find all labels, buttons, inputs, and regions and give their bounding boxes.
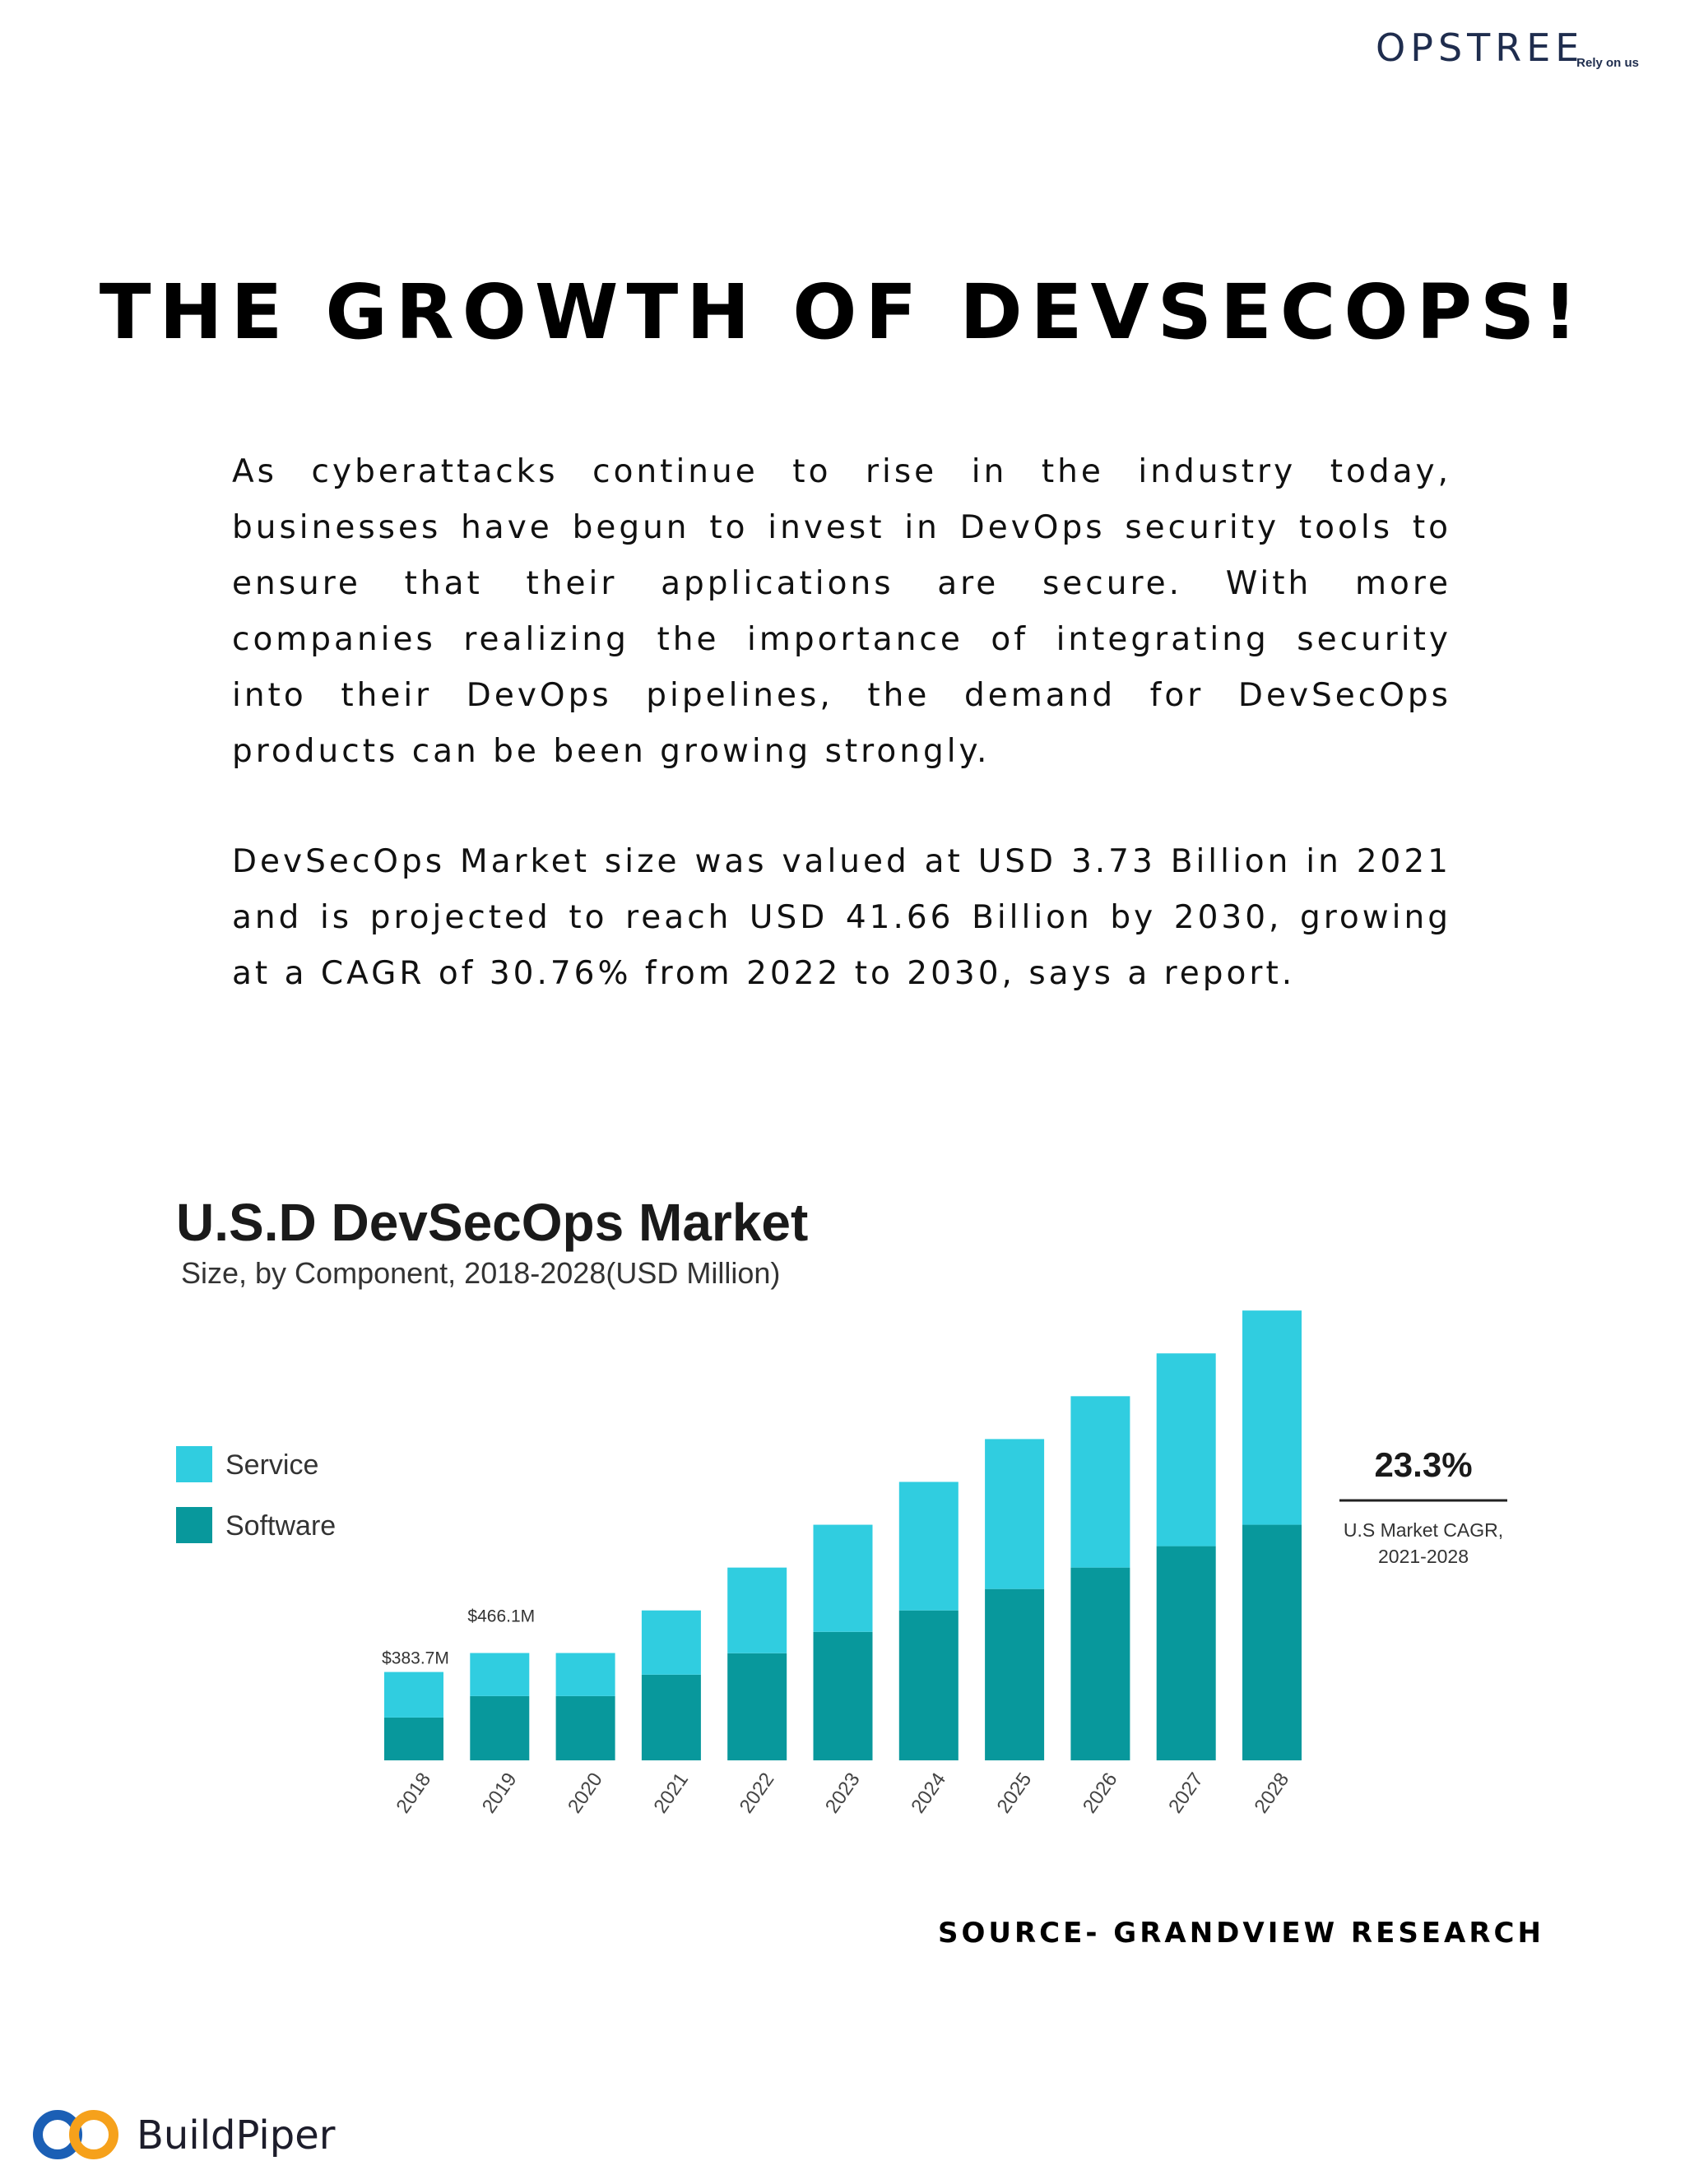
x-tick-label: 2023	[821, 1769, 865, 1817]
intro-paragraph: As cyberattacks continue to rise in the …	[232, 453, 1451, 770]
opstree-logo: OPSTREE Rely on us	[1376, 23, 1639, 81]
bar-service-2024	[898, 1482, 959, 1611]
legend-swatch-software	[176, 1507, 212, 1543]
chart-subtitle: Size, by Component, 2018-2028(USD Millio…	[181, 1256, 780, 1290]
bar-service-2020	[555, 1653, 615, 1696]
x-tick-label: 2027	[1164, 1769, 1208, 1817]
buildpiper-infinity-icon	[33, 2110, 118, 2159]
bar-service-2019	[470, 1653, 530, 1696]
cagr-caption-line2: 2021-2028	[1378, 1546, 1469, 1567]
bar-software-2023	[813, 1631, 873, 1760]
legend-label-service: Service	[225, 1449, 318, 1481]
market-size-paragraph: DevSecOps Market size was valued at USD …	[232, 843, 1451, 992]
bar-software-2024	[898, 1610, 959, 1760]
bar-service-2027	[1156, 1353, 1216, 1546]
bar-service-2025	[985, 1439, 1045, 1589]
bar-service-2021	[641, 1610, 701, 1675]
bar-service-2026	[1070, 1396, 1130, 1568]
cagr-caption-line1: U.S Market CAGR,	[1344, 1519, 1503, 1541]
cagr-value: 23.3%	[1374, 1445, 1472, 1484]
x-tick-label: 2018	[392, 1769, 435, 1817]
chart-legend: Service Software	[176, 1446, 336, 1543]
page-title: THE GROWTH OF DEVSECOPS!	[99, 268, 1586, 356]
bar-software-2019	[470, 1695, 530, 1760]
x-tick-label: 2019	[478, 1769, 522, 1817]
legend-swatch-service	[176, 1446, 212, 1482]
bar-service-2028	[1242, 1310, 1302, 1525]
x-tick-label: 2024	[907, 1769, 950, 1817]
opstree-logo-tagline: Rely on us	[1576, 56, 1639, 70]
bar-service-2023	[813, 1524, 873, 1632]
chart-title: U.S.D DevSecOps Market	[176, 1193, 808, 1252]
chart-x-labels: 2018 2019 2020 2021 2022 2023 2024 2025 2026 2027…	[392, 1769, 1293, 1817]
bar-software-2020	[555, 1695, 615, 1760]
x-tick-label: 2025	[993, 1769, 1037, 1817]
cagr-annotation: 23.3% U.S Market CAGR, 2021-2028	[1339, 1445, 1507, 1567]
chart-bars	[384, 1310, 1302, 1760]
x-tick-label: 2028	[1250, 1769, 1293, 1817]
bar-service-2018	[384, 1672, 443, 1718]
market-chart: U.S.D DevSecOps Market Size, by Componen…	[176, 1193, 1507, 1817]
bar-software-2026	[1070, 1567, 1130, 1760]
source-credit: SOURCE- GRANDVIEW RESEARCH	[938, 1917, 1544, 1950]
x-tick-label: 2020	[564, 1769, 607, 1817]
x-tick-label: 2026	[1079, 1769, 1122, 1817]
chart-data-labels: $383.7M $466.1M	[382, 1607, 535, 1667]
buildpiper-logo: BuildPiper	[28, 2106, 374, 2163]
bar-software-2021	[641, 1674, 701, 1760]
buildpiper-logo-text: BuildPiper	[137, 2112, 336, 2158]
bar-software-2027	[1156, 1546, 1216, 1760]
bar-software-2025	[985, 1588, 1045, 1760]
legend-label-software: Software	[225, 1510, 336, 1542]
bar-software-2022	[727, 1653, 787, 1760]
x-tick-label: 2022	[736, 1769, 779, 1817]
data-label: $466.1M	[467, 1607, 535, 1625]
bar-software-2018	[384, 1717, 443, 1760]
data-label: $383.7M	[382, 1649, 449, 1668]
opstree-logo-name: OPSTREE	[1376, 26, 1585, 70]
bar-service-2022	[727, 1567, 787, 1653]
x-tick-label: 2021	[649, 1769, 693, 1817]
bar-software-2028	[1242, 1524, 1302, 1760]
